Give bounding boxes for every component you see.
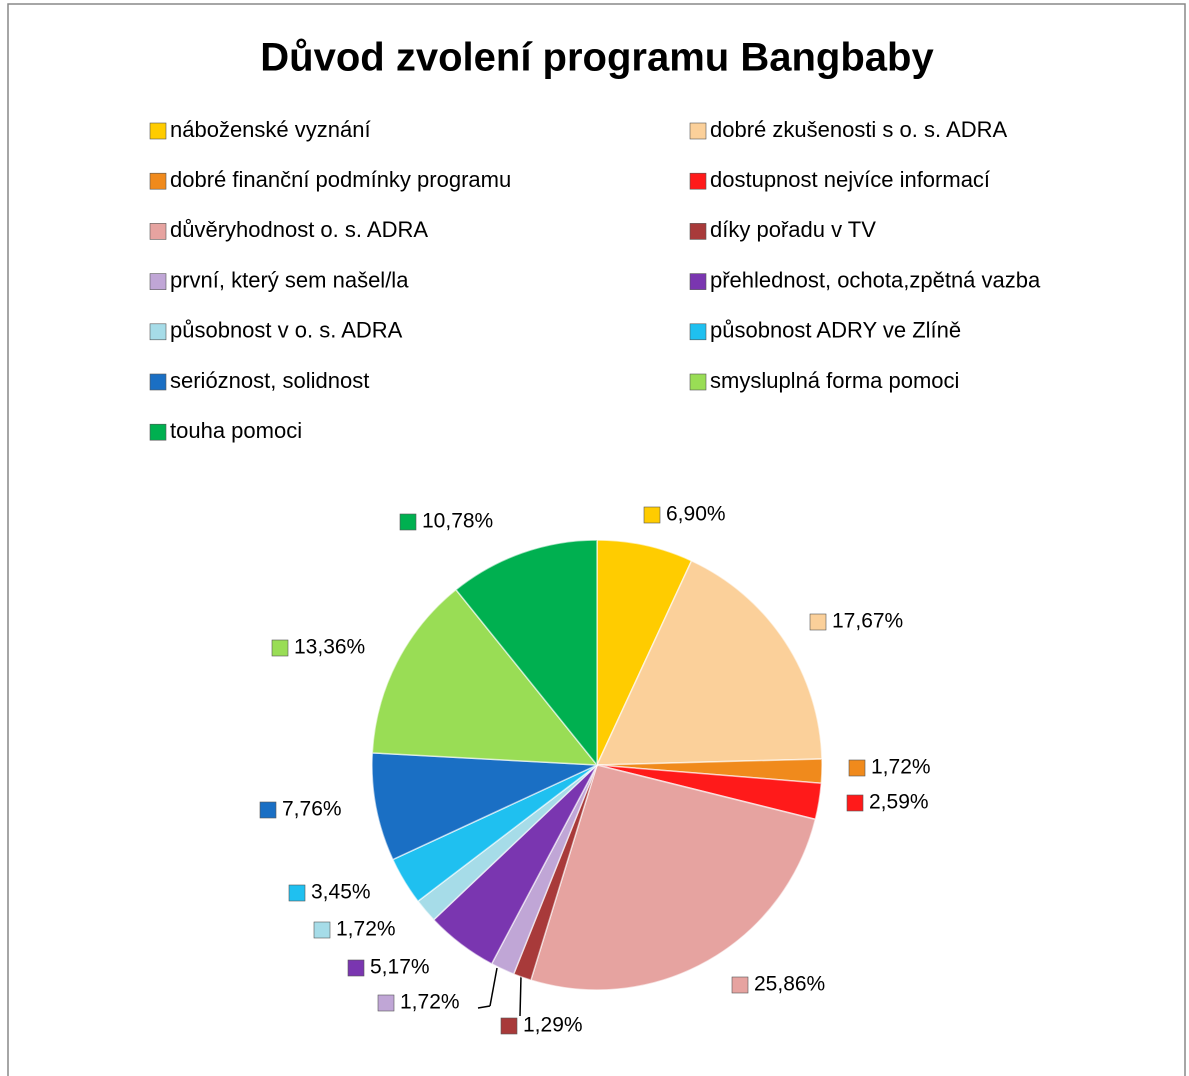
legend-marker bbox=[149, 273, 167, 290]
legend-marker bbox=[689, 273, 707, 290]
data-label: 1,29% bbox=[523, 1014, 583, 1037]
legend-label: působnost v o. s. ADRA bbox=[170, 318, 403, 343]
legend-marker bbox=[149, 223, 167, 240]
legend-marker bbox=[731, 976, 749, 994]
data-label: 3,45% bbox=[311, 881, 371, 904]
legend-marker bbox=[809, 613, 827, 631]
pie-slice bbox=[371, 752, 598, 861]
data-label: 1,72% bbox=[871, 756, 931, 779]
legend-marker bbox=[846, 794, 864, 812]
legend-label: smysluplná forma pomoci bbox=[710, 368, 959, 393]
legend-marker bbox=[377, 994, 395, 1012]
legend-label: působnost ADRY ve Zlíně bbox=[710, 318, 961, 343]
data-label: 10,78% bbox=[422, 510, 493, 533]
legend-marker bbox=[149, 122, 167, 140]
legend-marker bbox=[643, 506, 661, 524]
data-label: 7,76% bbox=[282, 798, 342, 821]
leader-line bbox=[477, 1005, 491, 1009]
data-label: 13,36% bbox=[294, 636, 365, 659]
data-label: 25,86% bbox=[754, 973, 825, 996]
legend-label: dobré finanční podmínky programu bbox=[170, 167, 511, 192]
data-label: 1,72% bbox=[400, 991, 460, 1014]
pie-slice bbox=[595, 559, 823, 766]
legend-label: serióznost, solidnost bbox=[170, 368, 369, 393]
legend-marker bbox=[149, 423, 167, 441]
data-label: 17,67% bbox=[832, 610, 903, 633]
legend-marker bbox=[149, 323, 167, 341]
legend-label: přehlednost, ochota,zpětná vazba bbox=[710, 267, 1041, 292]
legend-marker bbox=[689, 223, 707, 240]
legend-label: první, který sem našel/la bbox=[170, 267, 409, 292]
data-label: 6,90% bbox=[666, 503, 726, 526]
legend-label: dobré zkušenosti s o. s. ADRA bbox=[710, 117, 1007, 142]
legend-marker bbox=[271, 639, 289, 657]
legend-marker bbox=[689, 373, 707, 391]
pie-slice bbox=[529, 764, 817, 991]
legend-marker bbox=[149, 172, 167, 190]
data-label: 5,17% bbox=[370, 956, 430, 979]
legend-marker bbox=[689, 122, 707, 140]
legend-marker bbox=[149, 373, 167, 391]
data-label: 2,59% bbox=[869, 791, 929, 814]
legend-marker bbox=[288, 884, 306, 902]
legend-marker bbox=[848, 759, 866, 777]
legend-label: touha pomoci bbox=[170, 418, 302, 443]
legend-marker bbox=[689, 323, 707, 341]
legend-marker bbox=[313, 921, 331, 939]
leader-line bbox=[489, 967, 498, 1007]
legend-label: náboženské vyznání bbox=[170, 117, 371, 142]
data-label: 1,72% bbox=[336, 918, 396, 941]
legend-marker bbox=[259, 801, 277, 819]
pie-slice bbox=[371, 588, 599, 766]
legend-marker bbox=[689, 172, 707, 190]
legend-marker bbox=[500, 1017, 518, 1035]
legend-label: díky pořadu v TV bbox=[710, 217, 876, 242]
pie-slice bbox=[454, 539, 598, 768]
legend-marker bbox=[399, 513, 417, 531]
leader-line bbox=[519, 975, 522, 1017]
chart-border bbox=[7, 3, 1186, 1076]
legend-label: dostupnost nejvíce informací bbox=[710, 167, 990, 192]
chart-title: Důvod zvolení programu Bangbaby bbox=[260, 36, 934, 80]
legend-marker bbox=[347, 959, 365, 977]
legend-label: důvěryhodnost o. s. ADRA bbox=[170, 217, 428, 242]
